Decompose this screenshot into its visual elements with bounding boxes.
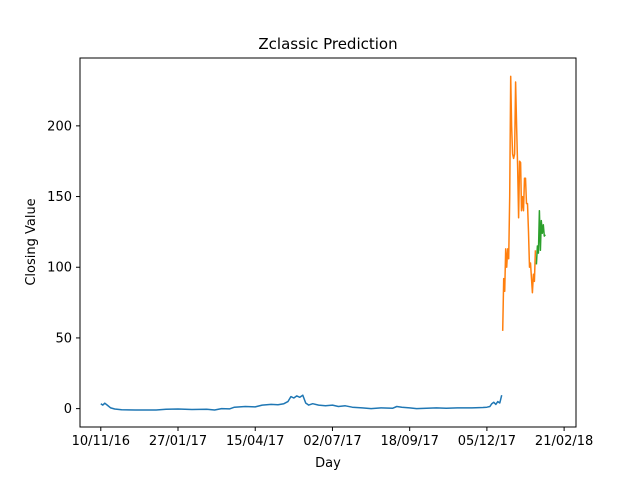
series-1-line <box>100 394 503 411</box>
x-tick-label: 05/12/17 <box>458 434 516 449</box>
x-tick-label: 15/04/17 <box>226 434 284 449</box>
y-tick-label: 200 <box>47 119 72 134</box>
x-tick-label: 21/02/18 <box>535 434 593 449</box>
x-tick-label: 02/07/17 <box>303 434 361 449</box>
series-2-line <box>501 75 537 331</box>
y-tick-label: 150 <box>47 190 72 205</box>
series-3-line <box>535 209 546 265</box>
y-axis-ticks: 0 50 100 150 200 <box>47 119 80 417</box>
x-tick-label: 10/11/16 <box>72 434 130 449</box>
x-axis-ticks: 10/11/16 27/01/17 15/04/17 02/07/17 18/09/17… <box>72 427 593 449</box>
x-tick-label: 18/09/17 <box>380 434 438 449</box>
chart-title: Zclassic Prediction <box>258 35 397 53</box>
plot-area-frame <box>79 57 577 428</box>
y-tick-label: 0 <box>64 402 72 417</box>
x-tick-label: 27/01/17 <box>149 434 207 449</box>
y-tick-label: 50 <box>55 331 72 346</box>
x-axis-label: Day <box>315 456 341 471</box>
y-axis-label: Closing Value <box>24 198 39 285</box>
series-layer <box>100 75 546 411</box>
y-tick-label: 100 <box>47 261 72 276</box>
